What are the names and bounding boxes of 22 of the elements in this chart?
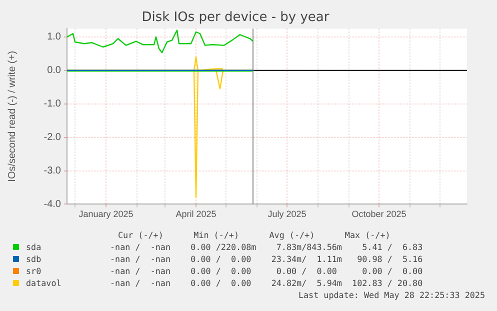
y-tick-label: -1.0 — [44, 98, 62, 110]
y-tick-label: 0.0 — [47, 65, 62, 76]
y-tick-label: -4.0 — [44, 198, 62, 210]
text: -nan / -nan 0.00 / 0.00 24.82m/ 5.94m 102.83 / 20.80 — [110, 277, 423, 290]
x-tick-label: July 2025 — [268, 209, 306, 220]
text: -nan / -nan 0.00 / 0.00 23.34m/ 1.11m 90.98 / 5.16 — [110, 253, 423, 266]
y-tick-label: -2.0 — [44, 132, 62, 144]
text: -nan / -nan 0.00 / 0.00 0.00 / 0.00 0.00 / 0.00 — [110, 265, 423, 278]
text: Cur (-/+) Min (-/+) Avg (-/+) Max (-/+) — [118, 229, 390, 242]
legend-label: sdb — [26, 253, 42, 266]
y-tick-label: 1.0 — [47, 32, 62, 43]
text: -nan / -nan 0.00 /220.08m 7.83m/843.56m 5.41 / 6.83 — [110, 241, 423, 254]
y-axis-title: IOs/second read (-) / write (+) — [6, 50, 18, 182]
legend-label: sr0 — [26, 265, 42, 278]
x-tick-label: April 2025 — [176, 209, 216, 220]
x-tick-label: January 2025 — [78, 209, 134, 220]
chart-title: Disk IOs per device - by year — [142, 10, 330, 26]
legend-label: datavol — [26, 277, 62, 290]
legend-label: sda — [26, 241, 42, 254]
y-tick-label: -3.0 — [44, 166, 62, 176]
x-tick-label: October 2025 — [352, 209, 406, 220]
text: Last update: Wed May 28 22:25:33 2025 — [298, 289, 485, 302]
